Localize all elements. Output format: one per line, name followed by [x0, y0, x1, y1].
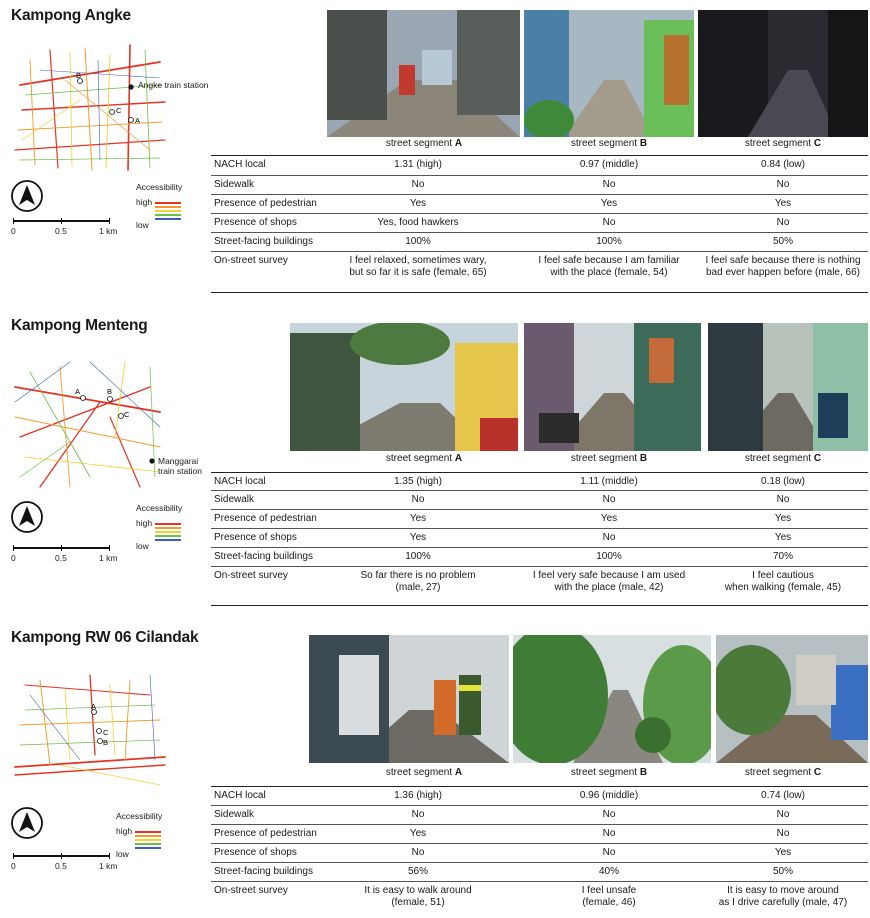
- segment-label-b: street segment B: [570, 138, 648, 149]
- street-photo-c: [708, 323, 868, 451]
- station-label: Manggarai train station: [158, 456, 202, 476]
- table-row: Sidewalk No No No: [211, 176, 868, 195]
- section-title: Kampong Menteng: [11, 317, 148, 334]
- segment-label-b: street segment B: [570, 767, 648, 778]
- svg-text:A: A: [135, 116, 140, 125]
- street-photo-c: [716, 635, 868, 763]
- accessibility-legend: Accessibility high low: [136, 182, 183, 230]
- svg-text:A: A: [75, 387, 80, 396]
- table-row: NACH local 1.35 (high) 1.11 (middle) 0.1…: [211, 473, 868, 491]
- scale-bar: 0 0.5 1 km: [11, 545, 126, 567]
- table-row: On-street survey It is easy to walk arou…: [214, 885, 848, 908]
- comparison-table: NACH local 1.31 (high) 0.97 (middle) 0.8…: [211, 155, 868, 293]
- street-network-map: B C A Angke train station: [10, 40, 208, 175]
- svg-text:C: C: [103, 728, 109, 737]
- comparison-table: NACH local 1.35 (high) 1.11 (middle) 0.1…: [211, 472, 868, 606]
- north-arrow-icon: [11, 180, 43, 212]
- scale-bar: 0 0.5 1 km: [11, 853, 126, 875]
- table-row: On-street survey I feel relaxed, sometim…: [214, 255, 861, 278]
- north-arrow-icon: [11, 807, 43, 839]
- segment-label-a: street segment A: [385, 767, 463, 778]
- street-network-map: A B C Manggarai train station: [10, 357, 202, 492]
- table-row: Presence of pedestrian Yes Yes Yes: [211, 510, 868, 529]
- accessibility-legend: Accessibility high low: [136, 503, 183, 551]
- svg-text:B: B: [107, 387, 112, 396]
- table-row: Presence of shops No No Yes: [211, 844, 868, 863]
- north-arrow-icon: [11, 501, 43, 533]
- table-row: Street-facing buildings 100% 100% 50%: [211, 233, 868, 252]
- segment-label-c: street segment C: [744, 138, 822, 149]
- street-photo-a: [290, 323, 518, 451]
- svg-text:C: C: [124, 410, 130, 419]
- table-row: NACH local 1.31 (high) 0.97 (middle) 0.8…: [211, 156, 868, 176]
- segment-label-a: street segment A: [385, 453, 463, 464]
- svg-text:C: C: [116, 106, 122, 115]
- svg-text:B: B: [103, 738, 108, 747]
- table-row: Street-facing buildings 56% 40% 50%: [211, 863, 868, 882]
- station-label: Angke train station: [138, 80, 209, 90]
- scale-bar: 0 0.5 1 km: [11, 218, 126, 240]
- accessibility-legend: Accessibility high low: [116, 811, 163, 859]
- street-photo-b: [513, 635, 711, 763]
- table-row: Presence of shops Yes, food hawkers No N…: [211, 214, 868, 233]
- street-network-map: A C B: [10, 665, 170, 800]
- segment-label-a: street segment A: [385, 138, 463, 149]
- table-row: On-street survey So far there is no prob…: [214, 570, 842, 593]
- section-title: Kampong RW 06 Cilandak: [11, 629, 199, 646]
- street-photo-a: [327, 10, 520, 137]
- segment-label-b: street segment B: [570, 453, 648, 464]
- table-row: Sidewalk No No No: [211, 806, 868, 825]
- table-row: NACH local 1.36 (high) 0.96 (middle) 0.7…: [211, 787, 868, 806]
- segment-label-c: street segment C: [744, 453, 822, 464]
- section-title: Kampong Angke: [11, 7, 131, 24]
- comparison-table: NACH local 1.36 (high) 0.96 (middle) 0.7…: [211, 786, 868, 913]
- street-photo-c: [698, 10, 868, 137]
- table-row: Presence of shops Yes No Yes: [211, 529, 868, 548]
- svg-text:B: B: [76, 71, 81, 80]
- table-row: Presence of pedestrian Yes Yes Yes: [211, 195, 868, 214]
- table-row: Sidewalk No No No: [211, 491, 868, 510]
- street-photo-b: [524, 323, 701, 451]
- table-row: Street-facing buildings 100% 100% 70%: [211, 548, 868, 567]
- street-photo-b: [524, 10, 694, 137]
- svg-text:A: A: [91, 702, 96, 711]
- street-photo-a: [309, 635, 509, 763]
- segment-label-c: street segment C: [744, 767, 822, 778]
- table-row: Presence of pedestrian Yes No No: [211, 825, 868, 844]
